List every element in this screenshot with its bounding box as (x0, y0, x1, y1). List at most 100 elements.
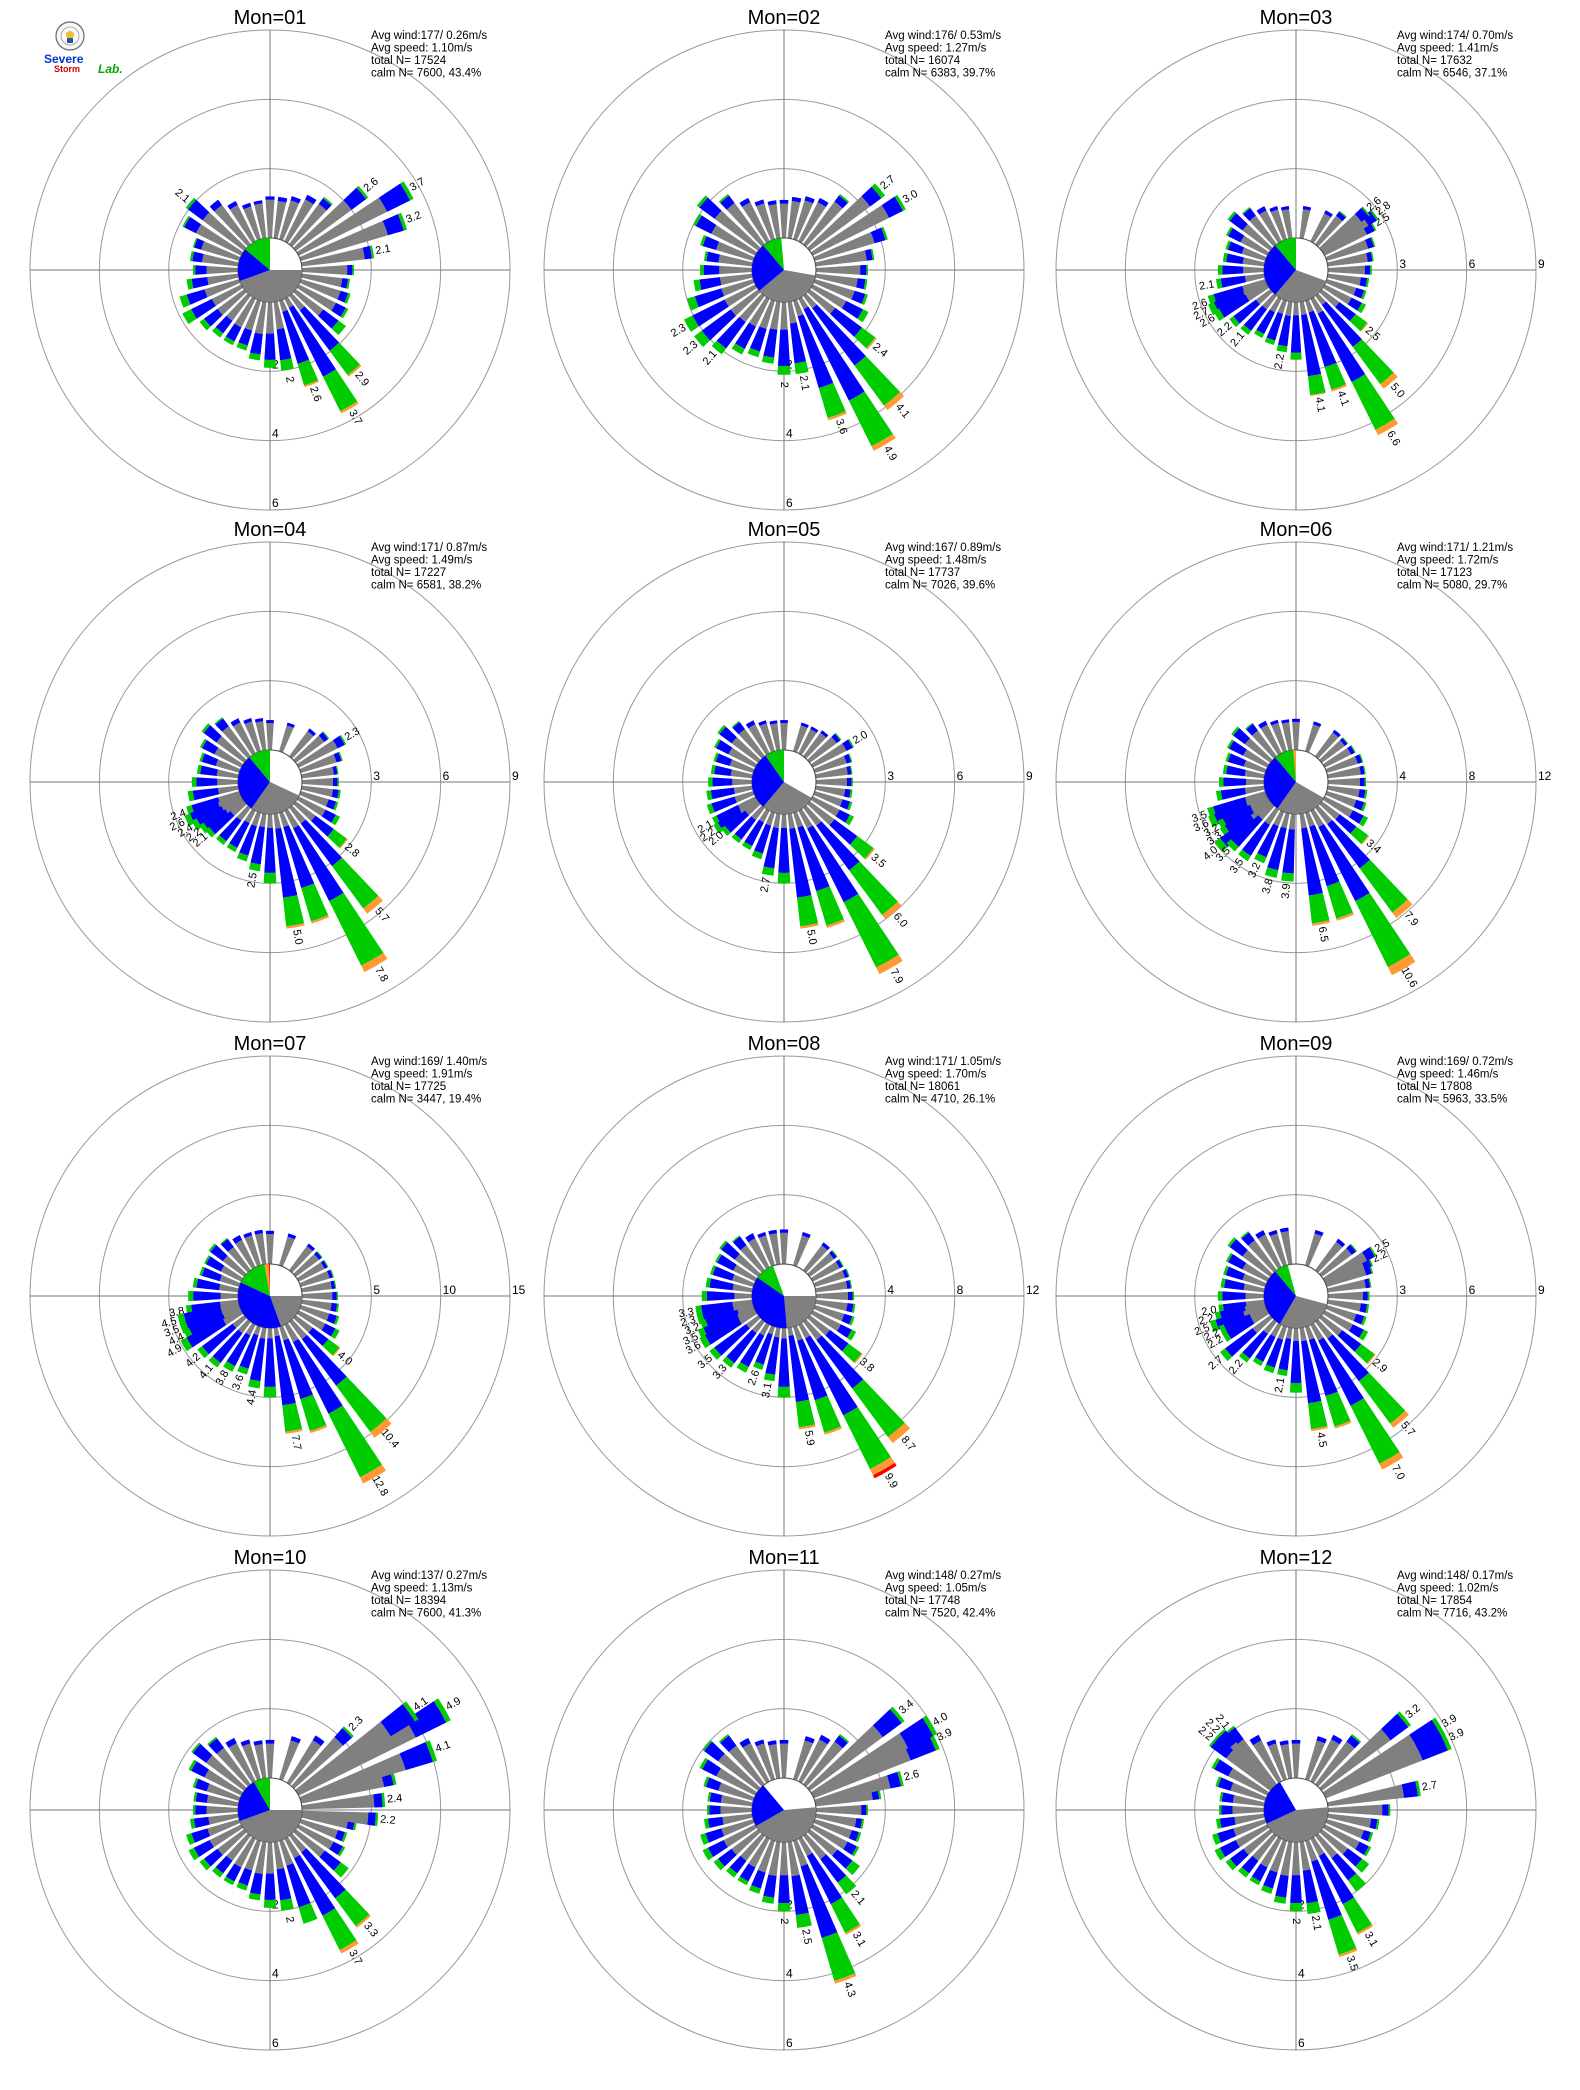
wind-bar (340, 278, 349, 289)
wind-bar (714, 765, 732, 777)
wind-bar (200, 765, 218, 777)
wind-bar (283, 825, 315, 889)
wind-bar (1217, 1828, 1237, 1843)
wind-bar (206, 1806, 239, 1814)
wind-bar (301, 778, 334, 786)
wind-bar (826, 919, 845, 928)
wind-bar (1281, 722, 1293, 751)
ring-label: 3 (373, 769, 380, 783)
wind-bar (1225, 240, 1231, 250)
wind-bar (323, 1259, 329, 1268)
wind-bar (1359, 815, 1369, 827)
wind-bar (347, 364, 362, 377)
wind-bar (1359, 277, 1368, 287)
wind-bar (738, 1310, 758, 1325)
wind-bar (329, 342, 361, 376)
wind-bar (807, 800, 835, 826)
wind-bar (309, 1424, 328, 1434)
wind-bar (718, 194, 730, 203)
wind-bar (1229, 316, 1240, 328)
wind-bar (1292, 721, 1300, 751)
bar-label: 2.5 (1193, 1322, 1211, 1339)
wind-bar (1266, 1739, 1277, 1747)
wind-bar (821, 1932, 856, 1981)
wind-bar (199, 318, 211, 331)
wind-bar (188, 1847, 200, 1861)
wind-bar (708, 777, 713, 787)
wind-bar (779, 1739, 789, 1744)
wind-bar (221, 796, 244, 812)
wind-bar (288, 1246, 313, 1273)
wind-bar (777, 872, 791, 884)
wind-bar (781, 1327, 787, 1339)
wind-bar (284, 296, 294, 308)
wind-bar (1316, 1736, 1327, 1744)
wind-bar (761, 1895, 775, 1904)
wind-bar (1361, 206, 1371, 217)
wind-bar (795, 1399, 816, 1428)
wind-bar (195, 1778, 210, 1792)
panel-stat-line: calm N= 3447, 19.4% (371, 1094, 481, 1106)
wind-bar (334, 1829, 345, 1842)
wind-bar (1370, 265, 1372, 275)
bar-label: 2.4 (169, 807, 187, 824)
wind-bar (701, 1290, 707, 1302)
wind-bar (705, 1828, 725, 1843)
wind-bar (713, 822, 724, 834)
wind-bar (707, 1839, 728, 1858)
wind-bar (203, 809, 230, 831)
wind-bar (192, 265, 196, 275)
wind-bar (1358, 789, 1366, 799)
wind-bar (253, 1325, 261, 1336)
wind-bar (202, 212, 247, 252)
wind-bar (815, 1291, 849, 1301)
wind-bar (330, 1269, 334, 1278)
bar-label: 2 (1290, 1918, 1302, 1924)
panel-stat-line: calm N= 5080, 29.7% (1397, 580, 1507, 592)
wind-bar (1218, 777, 1224, 787)
wind-bar (693, 279, 702, 292)
wind-bar (1212, 1833, 1221, 1846)
wind-bar (720, 1806, 753, 1814)
wind-bar (1305, 724, 1321, 753)
wind-bar (378, 183, 411, 212)
wind-bar (333, 1862, 349, 1878)
wind-bar (301, 785, 334, 797)
wind-bar (283, 1338, 314, 1400)
wind-bar (728, 1745, 766, 1787)
wind-bar (1318, 1337, 1364, 1406)
wind-bar (1232, 1795, 1265, 1807)
wind-bar (1310, 1739, 1340, 1784)
bar-label: 5.0 (804, 929, 818, 946)
wind-bar (293, 1828, 325, 1858)
wind-bar (713, 752, 719, 762)
wind-bar (1251, 1310, 1270, 1324)
calm-pie-slice (1275, 1265, 1296, 1296)
calm-pie-slice (757, 1265, 784, 1296)
wind-bar (332, 1347, 341, 1357)
wind-bar (199, 752, 205, 762)
wind-bar (720, 1735, 737, 1753)
wind-bar (692, 299, 729, 327)
wind-bar (1347, 1873, 1366, 1892)
wind-bar (1310, 808, 1324, 828)
wind-bar (206, 1795, 239, 1807)
wind-bar (1229, 1239, 1248, 1257)
wind-bar (723, 1824, 758, 1848)
wind-bar (883, 391, 905, 411)
wind-bar (1326, 881, 1354, 919)
wind-bar (1243, 1283, 1265, 1293)
ring-label: 9 (1026, 769, 1033, 783)
wind-bar (779, 1743, 789, 1779)
wind-bar (1314, 805, 1333, 825)
wind-bar (331, 789, 339, 799)
wind-bar (755, 1332, 773, 1365)
wind-bar (299, 1271, 330, 1287)
wind-bar (759, 299, 775, 329)
wind-bar (873, 1462, 897, 1479)
wind-bar (253, 200, 263, 205)
wind-bar (1327, 777, 1361, 787)
